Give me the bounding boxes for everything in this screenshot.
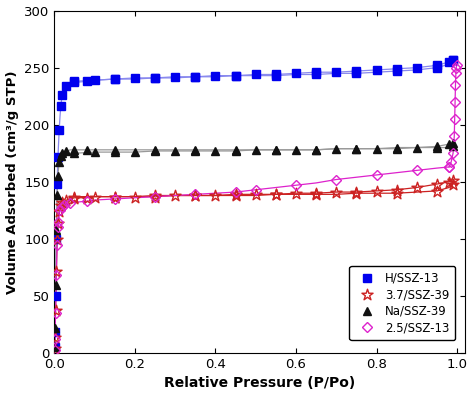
2.5/SSZ-13 — [59, 204, 64, 209]
Line: Na/SSZ-39: Na/SSZ-39 — [50, 142, 457, 352]
2.5/SSZ-13 — [62, 202, 67, 207]
3.7/SSZ-39 — [55, 236, 60, 241]
Na/SSZ-39 — [313, 147, 319, 152]
3.7/SSZ-39 — [450, 182, 456, 187]
Na/SSZ-39 — [54, 227, 59, 232]
Na/SSZ-39 — [450, 144, 456, 149]
3.7/SSZ-39 — [273, 192, 279, 197]
H/SSZ-13 — [58, 104, 64, 109]
H/SSZ-13 — [152, 76, 158, 80]
Na/SSZ-39 — [72, 147, 77, 152]
Na/SSZ-39 — [152, 147, 158, 152]
2.5/SSZ-13 — [55, 225, 61, 230]
2.5/SSZ-13 — [52, 337, 58, 342]
H/SSZ-13 — [72, 80, 77, 85]
H/SSZ-13 — [434, 65, 440, 70]
H/SSZ-13 — [84, 79, 90, 84]
Na/SSZ-39 — [53, 282, 58, 287]
Line: 3.7/SSZ-39: 3.7/SSZ-39 — [49, 179, 459, 354]
3.7/SSZ-39 — [52, 346, 57, 351]
3.7/SSZ-39 — [72, 195, 77, 200]
3.7/SSZ-39 — [54, 268, 59, 273]
2.5/SSZ-13 — [192, 192, 198, 197]
Na/SSZ-39 — [273, 147, 279, 152]
Na/SSZ-39 — [192, 147, 198, 152]
H/SSZ-13 — [450, 57, 456, 62]
Na/SSZ-39 — [394, 146, 400, 151]
3.7/SSZ-39 — [354, 191, 359, 196]
3.7/SSZ-39 — [434, 188, 440, 193]
H/SSZ-13 — [53, 293, 58, 298]
2.5/SSZ-13 — [253, 187, 258, 192]
Na/SSZ-39 — [434, 145, 440, 150]
Na/SSZ-39 — [60, 151, 65, 156]
H/SSZ-13 — [56, 128, 62, 133]
Na/SSZ-39 — [52, 345, 57, 350]
Line: H/SSZ-13: H/SSZ-13 — [51, 56, 457, 351]
Na/SSZ-39 — [58, 153, 64, 158]
2.5/SSZ-13 — [293, 183, 299, 188]
H/SSZ-13 — [52, 345, 57, 350]
Na/SSZ-39 — [354, 146, 359, 151]
Na/SSZ-39 — [64, 148, 69, 153]
3.7/SSZ-39 — [313, 192, 319, 197]
2.5/SSZ-13 — [68, 201, 73, 206]
3.7/SSZ-39 — [56, 209, 62, 214]
2.5/SSZ-13 — [112, 196, 118, 201]
3.7/SSZ-39 — [192, 193, 198, 198]
2.5/SSZ-13 — [233, 190, 238, 194]
2.5/SSZ-13 — [446, 165, 452, 169]
3.7/SSZ-39 — [55, 221, 61, 225]
Line: 2.5/SSZ-13: 2.5/SSZ-13 — [51, 164, 453, 353]
3.7/SSZ-39 — [52, 335, 58, 339]
H/SSZ-13 — [55, 154, 61, 159]
H/SSZ-13 — [273, 73, 279, 78]
3.7/SSZ-39 — [233, 193, 238, 198]
2.5/SSZ-13 — [414, 168, 419, 173]
3.7/SSZ-39 — [152, 194, 158, 199]
X-axis label: Relative Pressure (P/Po): Relative Pressure (P/Po) — [164, 377, 356, 390]
H/SSZ-13 — [354, 71, 359, 76]
2.5/SSZ-13 — [84, 199, 90, 204]
H/SSZ-13 — [60, 93, 65, 97]
Na/SSZ-39 — [112, 147, 118, 152]
2.5/SSZ-13 — [57, 208, 63, 213]
2.5/SSZ-13 — [55, 219, 61, 224]
H/SSZ-13 — [313, 72, 319, 77]
H/SSZ-13 — [55, 182, 60, 187]
2.5/SSZ-13 — [53, 311, 58, 316]
3.7/SSZ-39 — [58, 202, 64, 207]
2.5/SSZ-13 — [52, 347, 57, 352]
Na/SSZ-39 — [52, 326, 58, 330]
H/SSZ-13 — [54, 236, 59, 241]
H/SSZ-13 — [394, 69, 400, 73]
Y-axis label: Volume Adsorbed (cm³/g STP): Volume Adsorbed (cm³/g STP) — [6, 70, 18, 293]
3.7/SSZ-39 — [60, 200, 65, 205]
H/SSZ-13 — [233, 73, 238, 78]
3.7/SSZ-39 — [64, 198, 69, 202]
2.5/SSZ-13 — [54, 273, 59, 278]
3.7/SSZ-39 — [394, 191, 400, 196]
Na/SSZ-39 — [56, 160, 62, 165]
3.7/SSZ-39 — [112, 194, 118, 199]
Na/SSZ-39 — [55, 174, 61, 179]
2.5/SSZ-13 — [333, 177, 339, 182]
H/SSZ-13 — [64, 84, 69, 88]
2.5/SSZ-13 — [374, 173, 379, 177]
3.7/SSZ-39 — [53, 307, 58, 312]
Na/SSZ-39 — [233, 147, 238, 152]
2.5/SSZ-13 — [152, 194, 158, 199]
Legend: H/SSZ-13, 3.7/SSZ-39, Na/SSZ-39, 2.5/SSZ-13: H/SSZ-13, 3.7/SSZ-39, Na/SSZ-39, 2.5/SSZ… — [349, 266, 455, 340]
H/SSZ-13 — [52, 330, 58, 335]
H/SSZ-13 — [192, 74, 198, 79]
2.5/SSZ-13 — [55, 242, 60, 247]
Na/SSZ-39 — [55, 193, 60, 198]
H/SSZ-13 — [112, 77, 118, 82]
Na/SSZ-39 — [84, 147, 90, 152]
3.7/SSZ-39 — [84, 195, 90, 200]
